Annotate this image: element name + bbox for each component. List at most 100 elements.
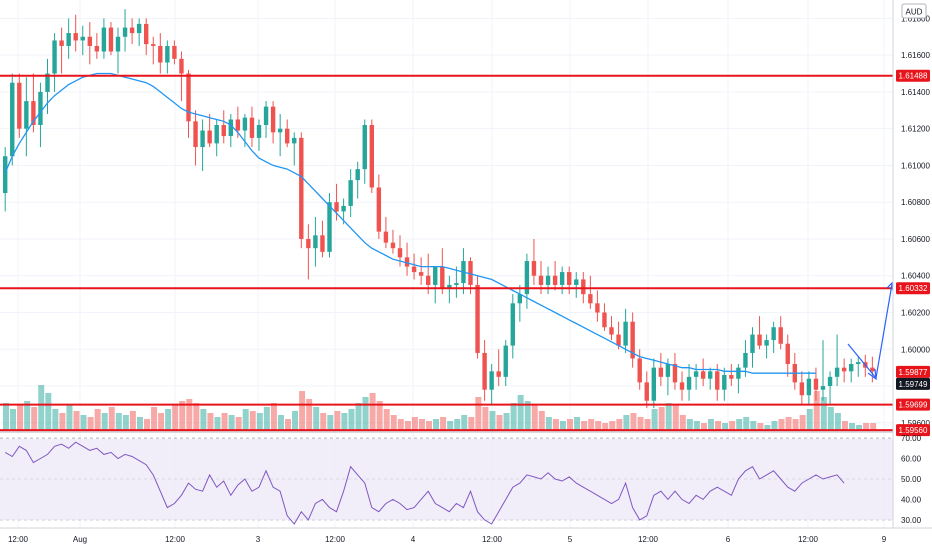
volume-bar (475, 397, 482, 431)
volume-bar (630, 413, 637, 431)
candle-body (17, 82, 22, 129)
candle-body (186, 73, 191, 122)
volume-bar (186, 399, 193, 431)
candle-body (108, 27, 114, 52)
candle-body (658, 367, 664, 377)
candle-body (362, 125, 367, 170)
candle-body (517, 294, 523, 304)
price-tick-label: 1.60600 (901, 235, 930, 244)
volume-bar (785, 417, 792, 431)
volume-bar (214, 417, 221, 431)
candle-body (426, 275, 431, 285)
volume-bar (341, 413, 348, 431)
volume-bar (397, 419, 404, 431)
candle (10, 73, 15, 166)
candle-body (482, 352, 487, 390)
candle (686, 363, 692, 401)
time-tick-label: Aug (73, 535, 87, 544)
candle (327, 193, 332, 258)
volume-bar (743, 417, 750, 431)
candle-body (270, 106, 276, 133)
candle (630, 312, 635, 368)
candle-body (418, 272, 424, 276)
volume-bar (708, 419, 714, 431)
candle-body (623, 321, 628, 346)
volume-bar (263, 407, 270, 431)
candle (214, 119, 219, 157)
candle (616, 321, 621, 350)
price-marker[interactable] (896, 365, 930, 378)
candle-body (637, 358, 642, 383)
rsi-line (4, 441, 845, 525)
candle (806, 371, 812, 405)
time-tick-label: 6 (726, 535, 731, 544)
candle (722, 367, 727, 401)
volume-bar (841, 421, 848, 431)
candle-body (665, 363, 671, 377)
candle-body (849, 363, 854, 372)
candle (588, 275, 593, 309)
candle-body (834, 367, 840, 377)
volume-bar (31, 407, 38, 431)
price-marker[interactable] (896, 377, 930, 390)
candle-body (841, 367, 847, 372)
volume-bar (369, 393, 376, 431)
level-tag[interactable] (896, 282, 930, 295)
candle (87, 22, 92, 65)
candle-body (708, 371, 713, 379)
candle-body (433, 266, 438, 285)
price-tick-label: 1.59600 (901, 419, 930, 428)
candle-body (672, 363, 678, 383)
candle (475, 275, 480, 359)
candle (306, 224, 311, 280)
candle-body (870, 367, 875, 372)
candle-body (52, 40, 57, 74)
price-axis[interactable]: 1.61800 1.61600 1.61400 1.61200 1.61000 1.608… (896, 14, 930, 437)
candle-body (856, 362, 861, 364)
volume-bar (404, 421, 411, 431)
candle-body (552, 275, 558, 285)
candle-body (750, 334, 755, 353)
rsi-tick-label: 40.00 (901, 495, 922, 504)
level-tag[interactable] (896, 424, 930, 437)
volume-bar (122, 415, 129, 431)
price-tick-label: 1.61600 (901, 51, 930, 60)
candle (489, 363, 494, 405)
candle-body (221, 125, 226, 137)
currency-badge[interactable]: AUD (901, 3, 927, 19)
candle-body (447, 284, 452, 289)
volume-bar (503, 413, 510, 431)
candle (249, 106, 255, 148)
level-tag[interactable] (896, 398, 930, 411)
candle-body (715, 371, 720, 390)
volume-bar (3, 403, 9, 431)
candle (447, 275, 452, 304)
candle-body (827, 376, 833, 387)
time-tick-label: 12:00 (165, 535, 186, 544)
candle-body (165, 45, 170, 63)
volume-bar (10, 409, 17, 431)
candle (454, 266, 459, 298)
volume-bar (827, 407, 834, 431)
horizontal-levels[interactable] (0, 74, 893, 432)
volume-bar (468, 417, 475, 431)
candle (552, 261, 558, 291)
candle-body (327, 202, 332, 252)
volume-bar (552, 419, 559, 431)
volume-bar (320, 413, 327, 431)
candle (567, 266, 572, 295)
level-tag[interactable] (896, 69, 930, 82)
candle-body (764, 340, 769, 346)
volume-bar (693, 421, 700, 431)
candle-body (806, 378, 812, 396)
candle (270, 101, 276, 144)
time-axis[interactable]: 12:00 Aug 12:00 3 12:00 4 12:00 5 12:00 6 12:00 9 (8, 535, 887, 544)
rsi-tick-label: 60.00 (901, 455, 922, 464)
volume-bar (447, 421, 454, 431)
candle-body (369, 125, 374, 188)
volume-bar (144, 419, 150, 431)
candle-body (45, 73, 50, 92)
candle (482, 340, 487, 401)
candle (144, 18, 149, 56)
